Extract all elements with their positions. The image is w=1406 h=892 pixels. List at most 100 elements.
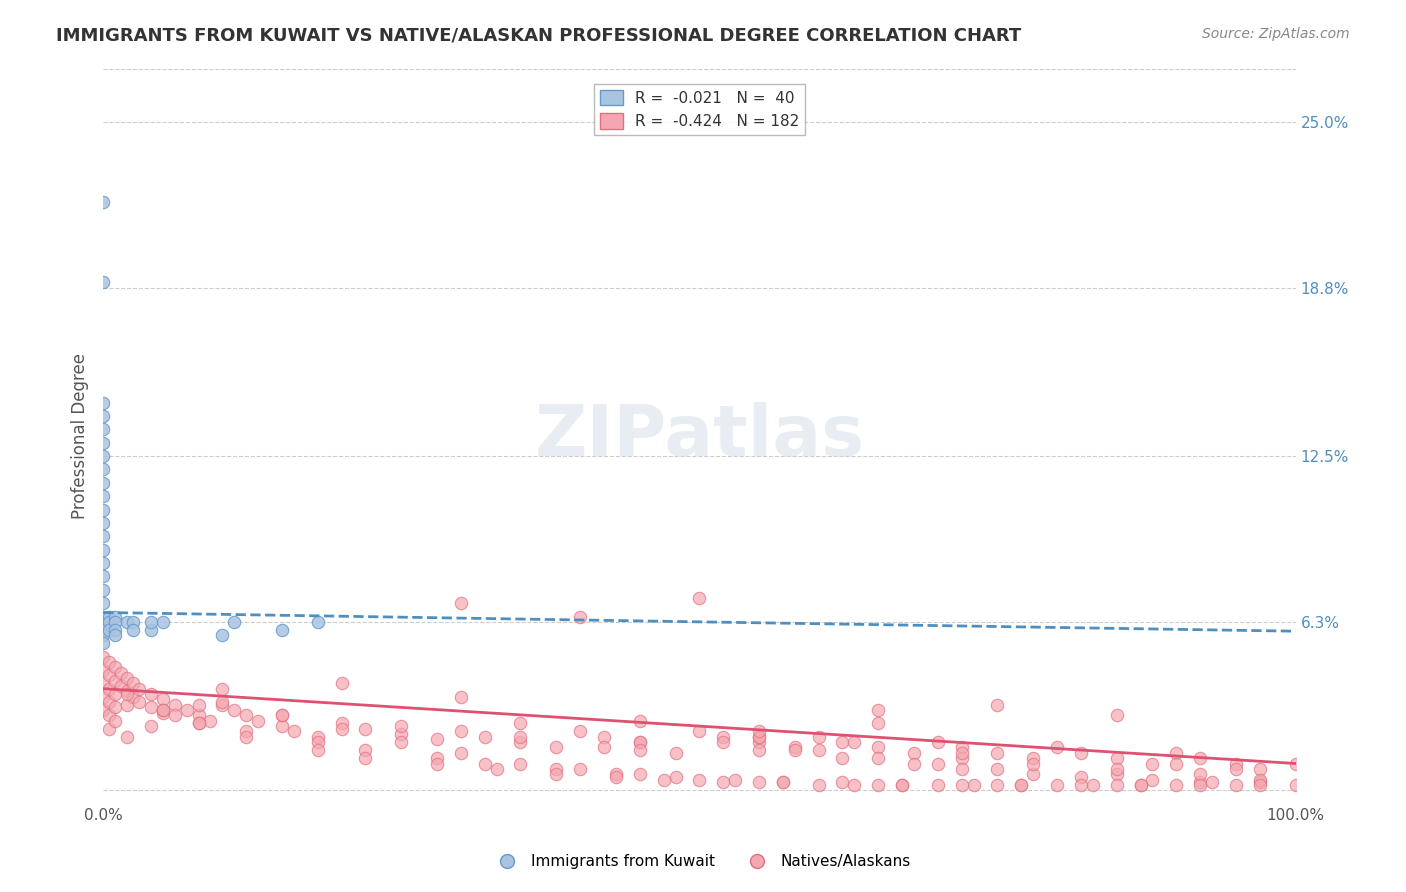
Point <box>986 762 1008 776</box>
Point <box>152 703 174 717</box>
Text: ZIPatlas: ZIPatlas <box>534 401 865 471</box>
Point <box>426 756 449 771</box>
Point <box>91 435 114 450</box>
Point <box>1022 767 1045 781</box>
Point <box>1249 775 1271 789</box>
Point <box>652 772 675 787</box>
Point <box>110 665 132 680</box>
Point <box>1105 778 1128 792</box>
Point <box>354 743 377 757</box>
Point <box>1189 775 1212 789</box>
Point <box>711 730 734 744</box>
Point <box>903 746 925 760</box>
Point <box>91 649 114 664</box>
Point <box>389 735 412 749</box>
Point <box>1189 778 1212 792</box>
Point <box>509 716 531 731</box>
Point <box>688 591 710 605</box>
Point <box>115 730 138 744</box>
Point <box>139 623 162 637</box>
Point <box>426 751 449 765</box>
Point <box>1225 756 1247 771</box>
Point <box>91 623 114 637</box>
Point <box>211 628 233 642</box>
Point <box>271 708 294 723</box>
Point <box>271 623 294 637</box>
Point <box>211 698 233 712</box>
Point <box>950 740 973 755</box>
Point <box>91 556 114 570</box>
Point <box>152 706 174 720</box>
Point <box>1142 772 1164 787</box>
Point <box>748 730 770 744</box>
Point <box>152 615 174 629</box>
Point <box>211 695 233 709</box>
Point <box>844 735 866 749</box>
Point <box>1105 762 1128 776</box>
Point <box>98 668 121 682</box>
Point <box>950 746 973 760</box>
Point <box>927 756 949 771</box>
Point <box>711 775 734 789</box>
Point <box>115 671 138 685</box>
Point <box>450 690 472 704</box>
Point <box>139 687 162 701</box>
Point <box>1070 778 1092 792</box>
Point <box>1070 770 1092 784</box>
Point <box>1249 762 1271 776</box>
Point <box>844 778 866 792</box>
Point <box>104 673 127 688</box>
Point <box>772 775 794 789</box>
Point <box>450 596 472 610</box>
Point <box>354 722 377 736</box>
Point <box>748 743 770 757</box>
Point <box>1010 778 1032 792</box>
Point <box>1105 708 1128 723</box>
Point <box>748 735 770 749</box>
Point <box>91 462 114 476</box>
Point <box>474 756 496 771</box>
Point <box>688 772 710 787</box>
Point <box>1284 778 1306 792</box>
Point <box>98 655 121 669</box>
Point <box>152 692 174 706</box>
Point <box>1225 778 1247 792</box>
Point <box>354 751 377 765</box>
Point <box>389 719 412 733</box>
Point <box>688 724 710 739</box>
Point <box>950 751 973 765</box>
Point <box>628 714 651 728</box>
Point <box>91 569 114 583</box>
Point <box>98 695 121 709</box>
Point <box>903 756 925 771</box>
Point <box>807 743 830 757</box>
Point <box>1022 756 1045 771</box>
Point <box>91 409 114 423</box>
Point <box>91 703 114 717</box>
Point <box>1129 778 1152 792</box>
Point <box>569 609 592 624</box>
Point <box>605 767 627 781</box>
Point <box>807 778 830 792</box>
Point <box>450 724 472 739</box>
Point <box>271 708 294 723</box>
Y-axis label: Professional Degree: Professional Degree <box>72 353 89 519</box>
Point <box>485 762 508 776</box>
Point <box>307 735 329 749</box>
Point <box>593 740 616 755</box>
Point <box>211 681 233 696</box>
Point <box>962 778 984 792</box>
Point <box>128 695 150 709</box>
Point <box>98 623 121 637</box>
Point <box>104 700 127 714</box>
Point <box>104 687 127 701</box>
Point <box>783 743 806 757</box>
Text: IMMIGRANTS FROM KUWAIT VS NATIVE/ALASKAN PROFESSIONAL DEGREE CORRELATION CHART: IMMIGRANTS FROM KUWAIT VS NATIVE/ALASKAN… <box>56 27 1022 45</box>
Point <box>1081 778 1104 792</box>
Point <box>115 684 138 698</box>
Point <box>509 735 531 749</box>
Point <box>1249 772 1271 787</box>
Point <box>91 676 114 690</box>
Point <box>1166 746 1188 760</box>
Point <box>1166 756 1188 771</box>
